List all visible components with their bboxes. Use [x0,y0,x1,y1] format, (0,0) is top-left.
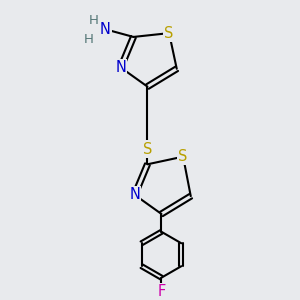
Text: S: S [164,26,174,40]
Text: S: S [143,142,152,157]
Text: F: F [157,284,166,299]
Text: H: H [84,33,94,46]
Text: S: S [178,149,188,164]
Text: N: N [129,188,140,202]
Text: N: N [100,22,111,37]
Text: H: H [89,14,99,27]
Text: N: N [115,60,126,75]
